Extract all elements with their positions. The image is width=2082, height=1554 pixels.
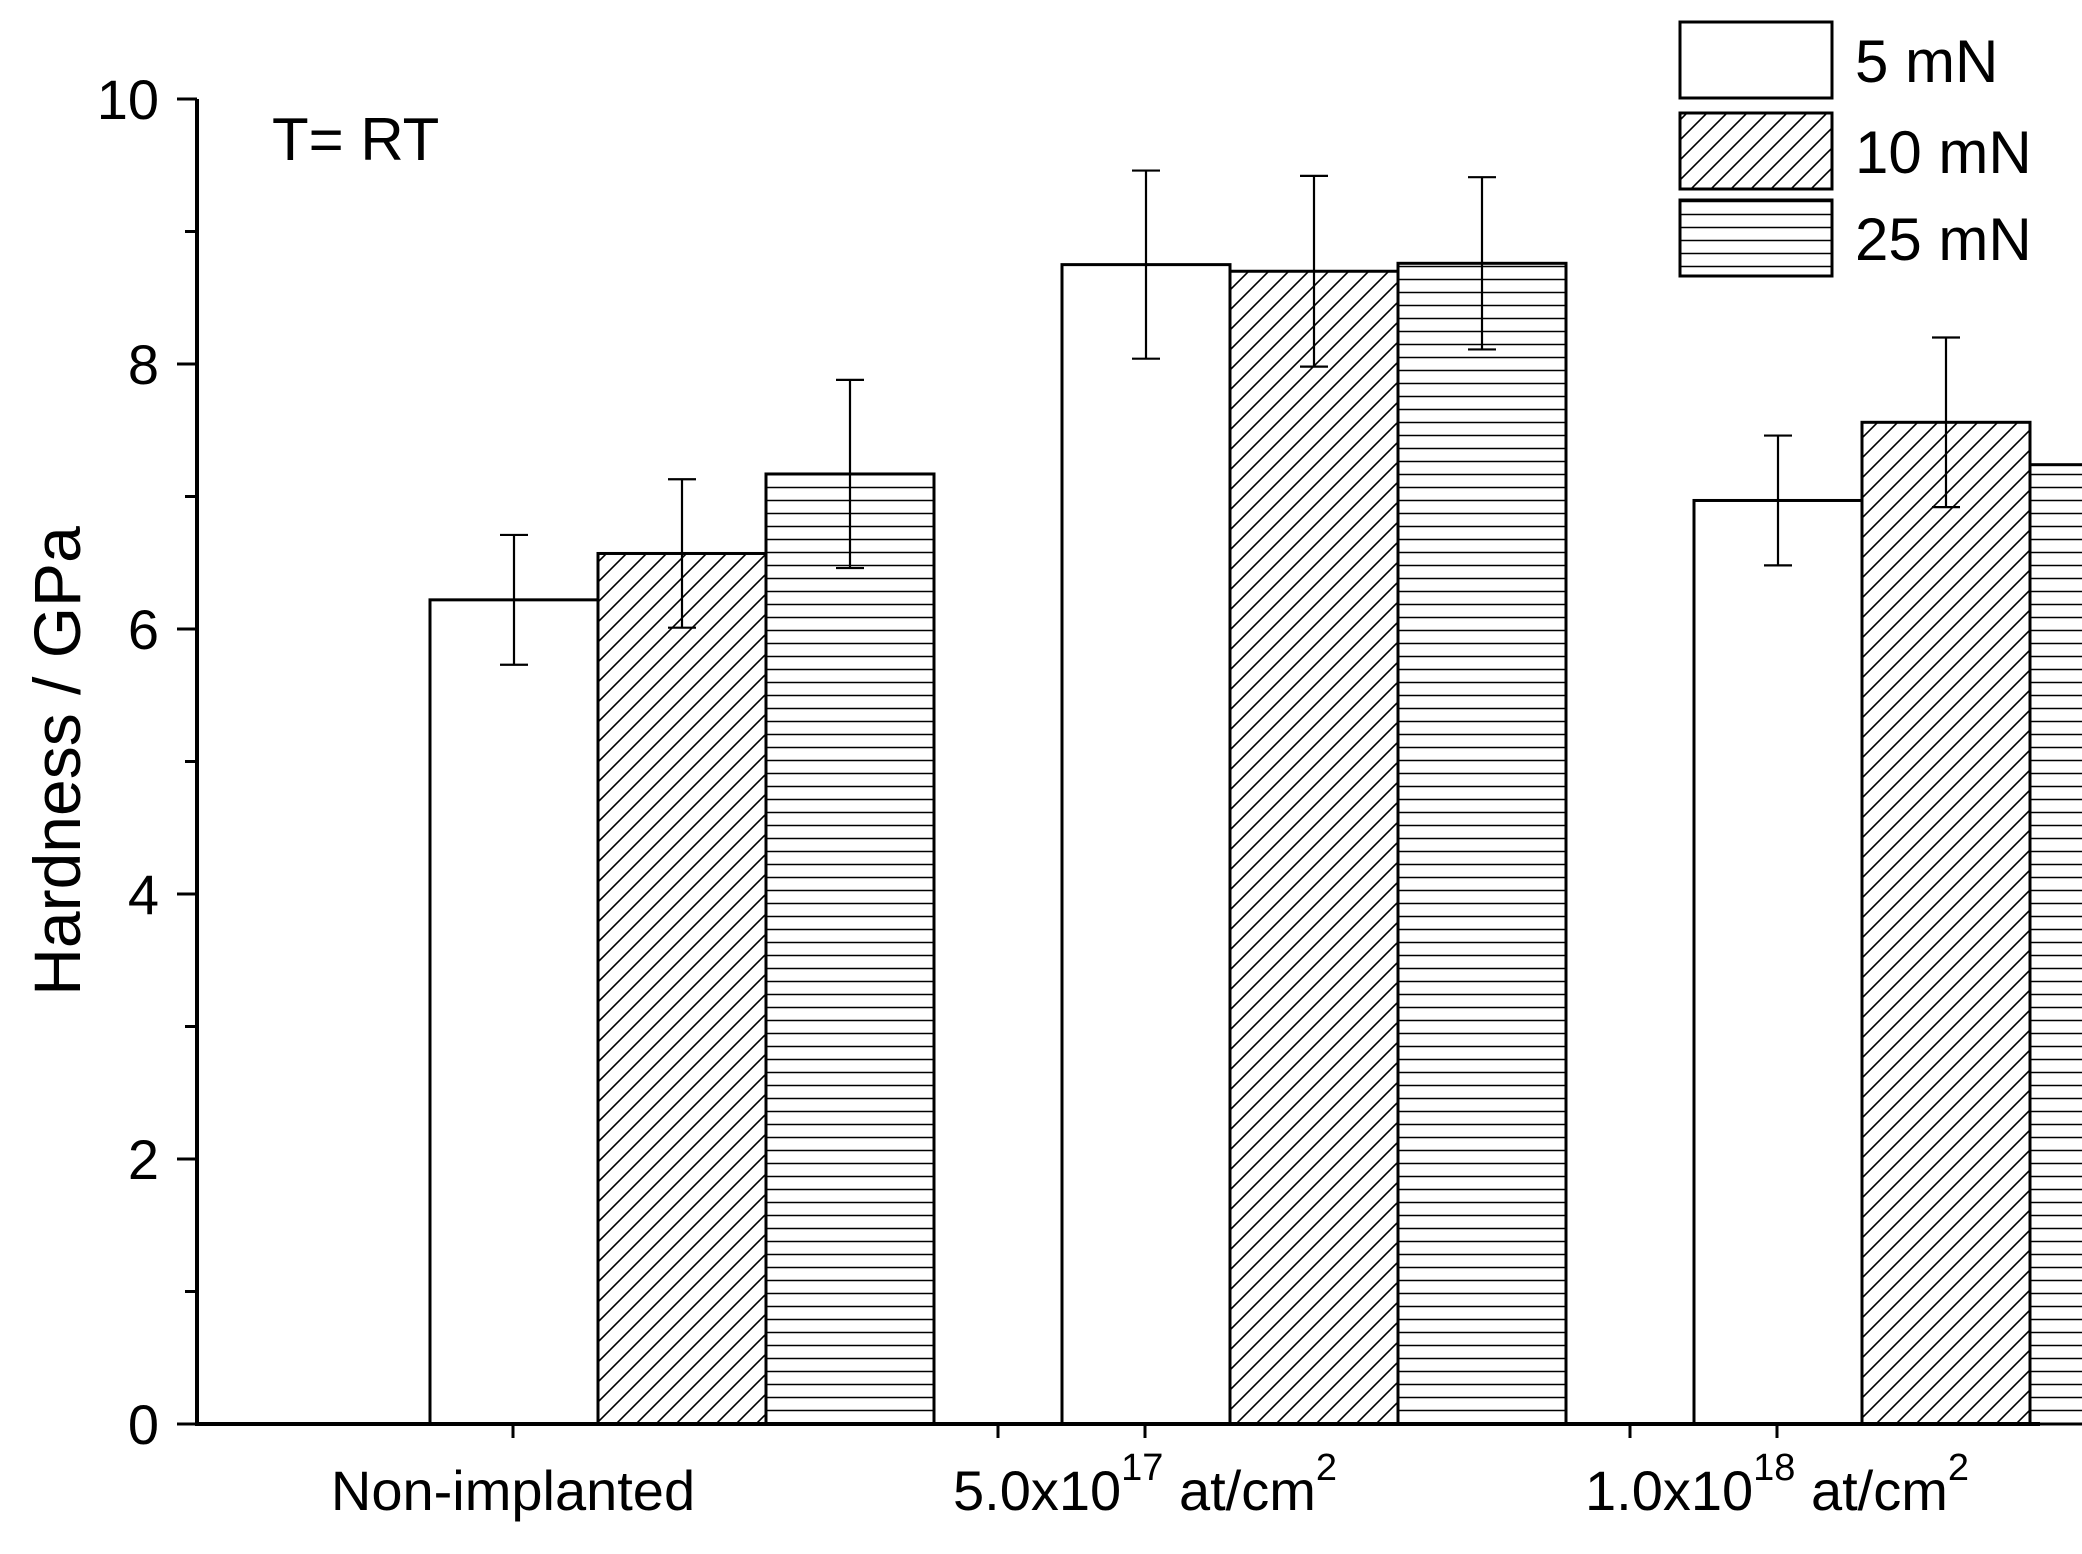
x-category-label-1: Non-implanted	[331, 1459, 695, 1522]
x-category-label-2: 5.0x1017 at/cm2	[953, 1447, 1337, 1522]
bar-3-1	[764, 472, 936, 1426]
error-bar-2-3	[1932, 336, 1960, 509]
error-bar-1-2	[1132, 169, 1160, 360]
error-bar-2-1	[668, 478, 696, 629]
legend-label-3: 25 mN	[1855, 206, 2032, 273]
legend-swatch-1	[1678, 20, 1834, 100]
y-tick-label-10: 10	[97, 68, 159, 131]
bar-1-1	[428, 598, 600, 1426]
y-tick-label-0: 0	[128, 1393, 159, 1456]
y-ticks: 0 2 4 6 8 10	[97, 68, 197, 1456]
legend-label-2: 10 mN	[1855, 119, 2032, 186]
y-tick-label-8: 8	[128, 333, 159, 396]
error-bar-1-1	[500, 533, 528, 666]
bar-3-3	[2028, 463, 2082, 1426]
y-tick-label-2: 2	[128, 1128, 159, 1191]
y-tick-label-4: 4	[128, 863, 159, 926]
bar-3-2	[1396, 261, 1568, 1426]
error-bar-1-3	[1764, 434, 1792, 567]
legend-swatch-2	[1678, 111, 1834, 191]
legend-item-1: 5 mN	[1678, 20, 1998, 100]
bar-2-1	[596, 551, 768, 1426]
y-axis-title: Hardness / GPa	[20, 526, 94, 996]
y-tick-label-6: 6	[128, 598, 159, 661]
x-category-label-3: 1.0x1018 at/cm2	[1585, 1447, 1969, 1522]
bar-2-2	[1228, 269, 1400, 1426]
legend-item-2: 10 mN	[1678, 111, 2032, 191]
legend-item-3: 25 mN	[1678, 198, 2032, 278]
bar-1-3	[1692, 498, 1864, 1426]
error-bar-3-2	[1468, 176, 1496, 351]
bar-2-3	[1860, 420, 2032, 1426]
temperature-annotation: T= RT	[272, 106, 439, 173]
x-ticks: Non-implanted 5.0x1017 at/cm2 1.0x1018 at/…	[331, 1424, 1969, 1522]
legend-label-1: 5 mN	[1855, 28, 1998, 95]
bars-layer	[428, 261, 2082, 1426]
error-bar-3-1	[836, 378, 864, 570]
error-bars-layer	[500, 169, 1960, 666]
error-bar-2-2	[1300, 174, 1328, 368]
bar-1-2	[1060, 263, 1232, 1426]
legend-swatch-3	[1678, 198, 1834, 278]
legend: 5 mN 10 mN 25 mN	[1678, 20, 2032, 278]
